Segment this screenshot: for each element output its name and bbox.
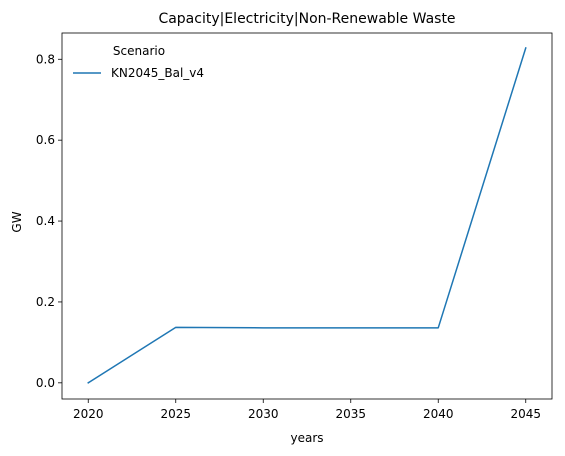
x-axis-label: years	[290, 431, 323, 445]
y-tick-label: 0.8	[36, 52, 55, 66]
plot-frame	[61, 32, 553, 400]
y-axis: 0.0 0.2 0.4 0.6 0.8	[36, 52, 62, 390]
legend-title: Scenario	[113, 44, 165, 58]
series-group	[87, 47, 527, 384]
y-tick-label: 0.4	[36, 214, 55, 228]
x-axis: 2020 2025 2030 2035 2040 2045	[73, 399, 541, 421]
y-tick-label: 0.0	[36, 376, 55, 390]
x-tick-label: 2040	[423, 407, 454, 421]
x-tick-label: 2030	[248, 407, 279, 421]
x-tick-label: 2035	[335, 407, 366, 421]
chart-title: Capacity|Electricity|Non-Renewable Waste	[158, 11, 455, 27]
x-tick-label: 2020	[73, 407, 104, 421]
y-tick-label: 0.6	[36, 133, 55, 147]
y-tick-label: 0.2	[36, 295, 55, 309]
legend: Scenario KN2045_Bal_v4	[73, 44, 204, 80]
y-axis-label: GW	[10, 211, 24, 232]
x-tick-label: 2025	[160, 407, 191, 421]
x-tick-label: 2045	[510, 407, 541, 421]
legend-entry-label: KN2045_Bal_v4	[111, 66, 204, 80]
series-line-0	[87, 47, 527, 384]
